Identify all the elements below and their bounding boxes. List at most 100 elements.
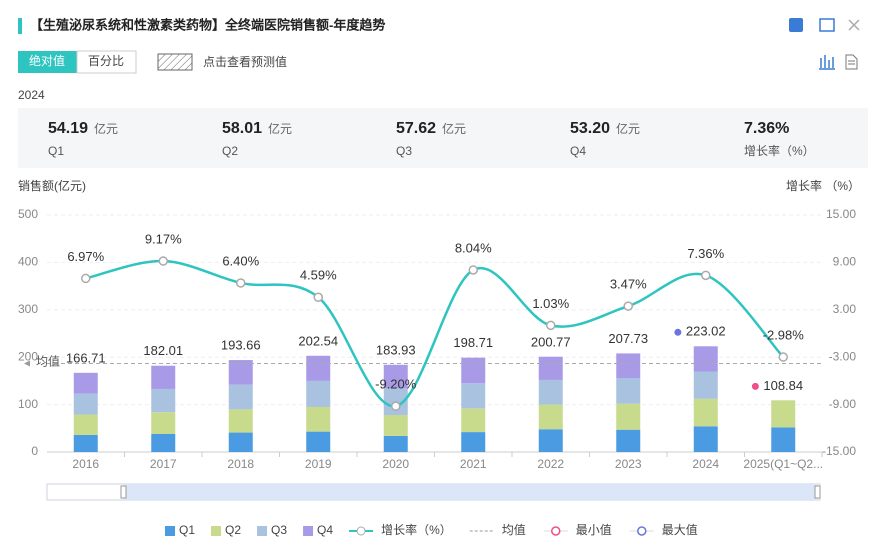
legend-label: Q3 (271, 523, 287, 537)
bar-segment (616, 378, 641, 404)
total-label: 198.71 (453, 335, 493, 350)
bar-segment (693, 371, 718, 399)
table-icon[interactable] (845, 54, 858, 70)
kpi-label: Q3 (396, 144, 412, 158)
bar-segment (383, 435, 408, 452)
y-tick-label: 0 (31, 444, 38, 458)
total-label: 193.66 (221, 338, 261, 353)
y-tick-label: 300 (18, 302, 38, 316)
x-tick-label: 2020 (382, 457, 409, 471)
growth-line (85, 259, 785, 408)
legend-label: Q2 (225, 523, 241, 537)
bar-segment (306, 431, 331, 452)
kpi-label: Q2 (222, 144, 238, 158)
mean-arrow (24, 360, 30, 367)
legend-icon (551, 526, 561, 536)
bar-segment (228, 384, 253, 410)
kpi-value: 53.20 (570, 120, 610, 137)
bar-segment (228, 409, 253, 433)
legend-label: 最小值 (576, 522, 612, 537)
y-tick-label: 500 (18, 207, 38, 221)
growth-point (313, 292, 323, 302)
growth-point (778, 352, 788, 362)
x-tick-label: 2024 (692, 457, 719, 471)
title-marker (18, 18, 22, 34)
bar-segment (306, 406, 331, 432)
bar-segment (228, 360, 253, 385)
bar-segment (616, 429, 641, 452)
bar-segment (616, 403, 641, 430)
growth-label: 4.59% (300, 268, 337, 283)
y-tick-label: 100 (18, 397, 38, 411)
tab-percent[interactable] (76, 50, 137, 74)
growth-label: 3.47% (610, 277, 647, 292)
bar-segment (461, 383, 486, 409)
zoom-handle[interactable] (120, 485, 127, 499)
legend-icon (303, 526, 314, 536)
legend-icon (257, 526, 268, 536)
bar-segment (538, 404, 563, 430)
legend-label: 最大值 (662, 522, 698, 537)
y2-tick-label: 15.00 (826, 207, 856, 221)
total-label: 223.02 (686, 324, 726, 339)
kpi-panel (18, 108, 868, 168)
tab-absolute[interactable] (18, 51, 77, 73)
legend-label: 增长率（%） (381, 522, 452, 537)
y-axis-title: 销售额(亿元) (18, 178, 86, 193)
legend-icon (637, 526, 647, 536)
total-label: 166.71 (66, 350, 106, 365)
growth-point (236, 278, 246, 288)
tab-label: 绝对值 (29, 53, 65, 68)
growth-label: 9.17% (145, 231, 182, 246)
growth-point (701, 270, 711, 281)
image-icon[interactable] (819, 18, 835, 32)
bar-segment (538, 356, 563, 380)
forecast-label[interactable]: 点击查看预测值 (203, 54, 287, 69)
total-label: 182.01 (143, 343, 183, 358)
growth-point (623, 301, 633, 311)
title: 【生殖泌尿系统和性激素类药物】全终端医院销售额-年度趋势 (30, 17, 385, 32)
zoom-handle[interactable] (814, 485, 821, 499)
bar-segment (693, 398, 718, 427)
bar-segment (151, 388, 176, 413)
bar-segment (461, 357, 486, 384)
export-icon[interactable] (789, 18, 803, 32)
kpi-unit: 亿元 (442, 121, 466, 136)
bar-segment (538, 429, 563, 452)
growth-point (546, 320, 556, 331)
kpi-label: 增长率（%） (744, 143, 815, 158)
y2-tick-label: 9.00 (833, 255, 857, 269)
legend-icon (211, 526, 222, 536)
total-label: 183.93 (376, 342, 416, 357)
bar-segment (383, 364, 408, 389)
total-label: 108.84 (763, 378, 803, 393)
bar-segment (771, 427, 796, 452)
bar-segment (73, 434, 98, 452)
close-icon[interactable] (848, 19, 860, 31)
chart-icon[interactable] (819, 55, 835, 70)
y2-tick-label: -15.00 (822, 444, 856, 458)
bar-segment (693, 346, 718, 372)
bar-segment (461, 432, 486, 452)
bar-segment (538, 379, 563, 405)
kpi-value: 58.01 (222, 120, 262, 137)
max-marker (674, 328, 682, 336)
x-tick-label: 2017 (150, 457, 177, 471)
kpi-unit: 亿元 (616, 121, 640, 136)
bar-segment (693, 426, 718, 452)
x-tick-label: 2025(Q1~Q2... (743, 457, 823, 471)
kpi-label: Q1 (48, 144, 64, 158)
growth-label: -9.20% (375, 377, 417, 392)
legend-icon (356, 526, 366, 536)
forecast-toggle[interactable] (157, 53, 193, 71)
growth-point (391, 401, 401, 411)
growth-point (81, 273, 91, 284)
bar-segment (228, 432, 253, 452)
bar-segment (306, 355, 331, 381)
growth-label: -2.98% (763, 327, 805, 342)
min-marker (751, 382, 759, 390)
zoom-window[interactable] (124, 484, 818, 500)
total-label: 202.54 (298, 333, 338, 348)
total-label: 200.77 (531, 334, 571, 349)
